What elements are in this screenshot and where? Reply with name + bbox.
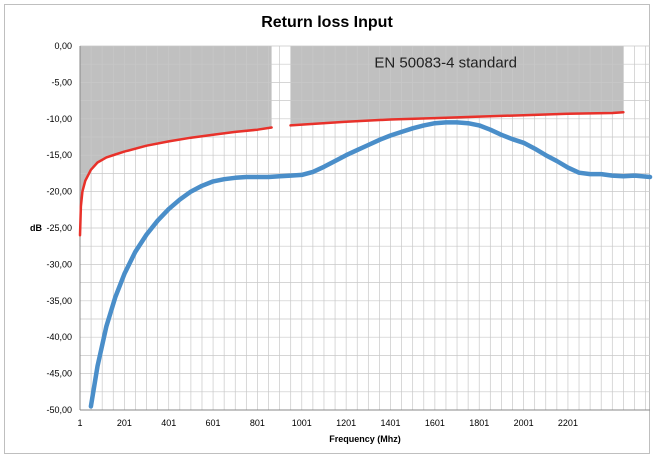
y-tick-label: -5,00 — [51, 77, 72, 87]
x-tick-label: 2001 — [514, 418, 534, 428]
standard-annotation: EN 50083-4 standard — [374, 55, 517, 72]
y-tick-label: -40,00 — [46, 332, 72, 342]
x-tick-label: 1 — [77, 418, 82, 428]
x-tick-label: 1801 — [469, 418, 489, 428]
x-tick-label: 801 — [250, 418, 265, 428]
y-tick-label: -20,00 — [46, 187, 72, 197]
x-tick-label: 201 — [117, 418, 132, 428]
x-tick-label: 1601 — [425, 418, 445, 428]
x-tick-label: 1201 — [336, 418, 356, 428]
x-tick-label: 2201 — [558, 418, 578, 428]
y-tick-label: 0,00 — [54, 41, 72, 51]
y-tick-label: -25,00 — [46, 223, 72, 233]
limit-line-segment-1 — [78, 126, 273, 237]
grid-group — [79, 45, 650, 411]
x-tick-group: 1 201 401 601 801 1001 1201 1401 1601 1801 2001 220… — [77, 418, 577, 428]
limit-line-segment-2 — [289, 110, 625, 127]
y-axis-label: dB — [30, 223, 42, 233]
limit-fill-group — [80, 46, 624, 236]
series-group — [78, 110, 653, 409]
limit-fill-area-1 — [80, 46, 272, 236]
x-tick-label: 601 — [206, 418, 221, 428]
y-tick-label: -10,00 — [46, 114, 72, 124]
y-tick-label: -45,00 — [46, 369, 72, 379]
return-loss-line — [88, 120, 653, 409]
y-tick-label: -30,00 — [46, 259, 72, 269]
x-axis-label: Frequency (Mhz) — [329, 434, 401, 444]
y-tick-label: -35,00 — [46, 296, 72, 306]
x-tick-label: 401 — [161, 418, 176, 428]
chart-title: Return loss Input — [261, 14, 393, 31]
y-tick-group: 0,00 -5,00 -10,00 -15,00 -20,00 -25,00 -30,00 -… — [46, 41, 72, 415]
x-tick-label: 1001 — [292, 418, 312, 428]
y-tick-label: -50,00 — [46, 405, 72, 415]
y-tick-label: -15,00 — [46, 150, 72, 160]
x-tick-label: 1401 — [380, 418, 400, 428]
